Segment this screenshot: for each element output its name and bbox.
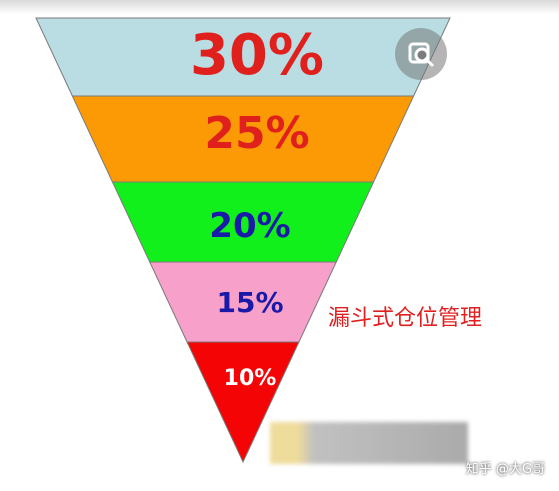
image-search-icon (408, 42, 434, 67)
image-search-button[interactable] (395, 28, 447, 80)
funnel-level-label-15: 15% (216, 286, 283, 319)
funnel-level-label-25: 25% (204, 108, 309, 159)
funnel-level-10 (186, 341, 300, 464)
blurred-region (270, 422, 468, 464)
top-shadow (0, 0, 559, 14)
watermark: 知乎 @大G哥 (465, 462, 545, 477)
funnel-level-label-20: 20% (209, 206, 290, 246)
funnel-level-label-30: 30% (190, 23, 324, 88)
funnel-caption: 漏斗式仓位管理 (328, 306, 483, 331)
funnel-level-label-10: 10% (224, 366, 277, 391)
